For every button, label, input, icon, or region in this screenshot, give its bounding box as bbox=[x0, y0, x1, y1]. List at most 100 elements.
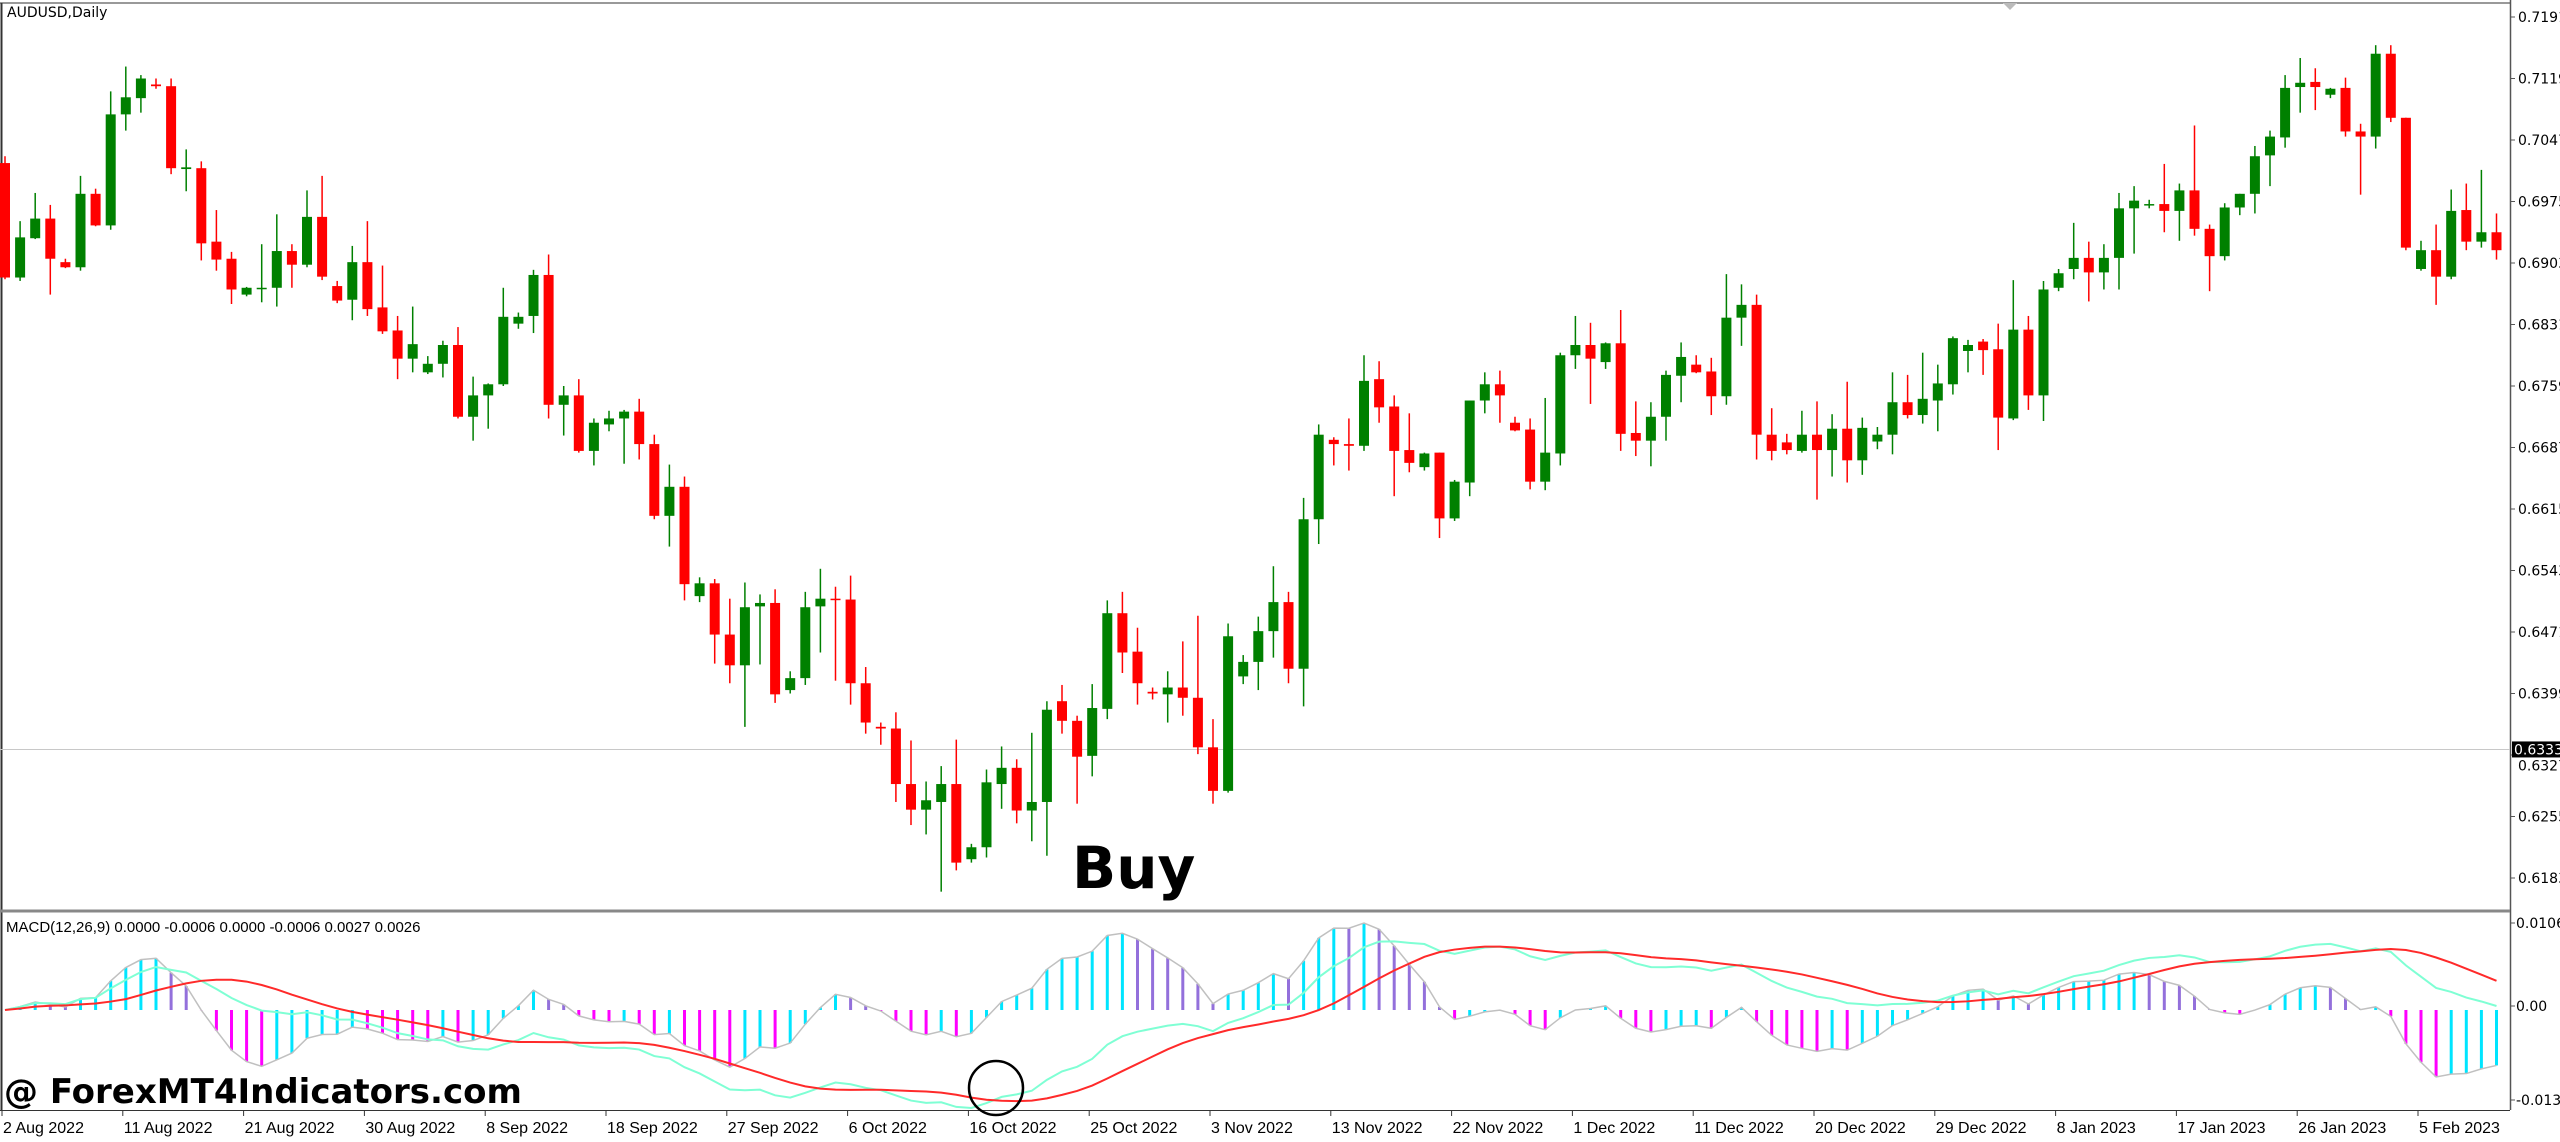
candle-body bbox=[679, 486, 690, 585]
candle bbox=[588, 418, 599, 466]
candle-body bbox=[1419, 453, 1430, 468]
candle bbox=[468, 376, 479, 441]
candle bbox=[2114, 192, 2124, 290]
candle-body bbox=[1917, 398, 1928, 416]
candle-body bbox=[2098, 257, 2109, 273]
candle-body bbox=[1404, 450, 1415, 463]
candle bbox=[664, 464, 675, 547]
date-tick-label: 6 Oct 2022 bbox=[849, 1120, 927, 1137]
candle-body bbox=[1872, 434, 1883, 442]
candle bbox=[1555, 352, 1566, 466]
candle bbox=[483, 383, 494, 429]
candle bbox=[362, 221, 373, 316]
date-tick-label: 8 Jan 2023 bbox=[2057, 1120, 2136, 1137]
price-tick-label: 0.63270 bbox=[2518, 758, 2560, 774]
candle-body bbox=[1751, 304, 1762, 435]
candle-body bbox=[800, 607, 811, 679]
candle-body bbox=[2129, 200, 2140, 209]
candle-body bbox=[1464, 400, 1475, 483]
candle-body bbox=[936, 784, 947, 802]
candle-body bbox=[2446, 210, 2457, 277]
candle-body bbox=[2265, 136, 2275, 156]
candle bbox=[1343, 418, 1354, 471]
candle bbox=[2476, 169, 2487, 248]
candle bbox=[2129, 186, 2140, 254]
date-tick-label: 20 Dec 2022 bbox=[1815, 1120, 1906, 1137]
candle-body bbox=[2295, 82, 2306, 88]
candle-body bbox=[377, 307, 388, 332]
candle bbox=[2400, 117, 2411, 251]
candle-body bbox=[1494, 384, 1505, 396]
candle-body bbox=[724, 634, 735, 666]
macd-tick-label: 0.00 bbox=[2516, 999, 2547, 1015]
candle bbox=[2038, 280, 2049, 422]
candle-body bbox=[2053, 273, 2064, 288]
candle bbox=[2295, 58, 2306, 113]
candle-body bbox=[166, 86, 177, 169]
candle-body bbox=[709, 583, 720, 635]
candle bbox=[1057, 684, 1067, 734]
candle-body bbox=[2461, 210, 2472, 242]
candle bbox=[2234, 193, 2245, 216]
date-tick-label: 27 Sep 2022 bbox=[728, 1120, 819, 1137]
candle-body bbox=[1102, 613, 1113, 709]
candle-body bbox=[2234, 193, 2245, 208]
candle bbox=[2053, 268, 2064, 292]
candle-body bbox=[2174, 190, 2185, 211]
candle bbox=[513, 312, 524, 329]
shift-marker-icon[interactable] bbox=[2003, 3, 2017, 10]
candle-body bbox=[1147, 691, 1158, 694]
candle-body bbox=[1268, 602, 1279, 632]
candle-body bbox=[513, 316, 524, 324]
price-tick-label: 0.63990 bbox=[2518, 687, 2560, 703]
date-tick-label: 8 Sep 2022 bbox=[486, 1120, 568, 1137]
candle bbox=[1570, 315, 1581, 369]
macd-histogram-outline bbox=[4, 922, 2497, 1078]
candle bbox=[0, 156, 10, 280]
price-tick-label: 0.71910 bbox=[2518, 10, 2560, 26]
candle bbox=[1796, 410, 1807, 453]
candle bbox=[1374, 361, 1385, 423]
candle-body bbox=[1087, 708, 1098, 756]
candle-body bbox=[2023, 329, 2034, 396]
candle-body bbox=[2310, 81, 2321, 88]
candle-body bbox=[966, 847, 977, 860]
candle-body bbox=[1661, 374, 1671, 417]
candle bbox=[437, 340, 448, 378]
candle bbox=[815, 568, 826, 653]
date-tick-label: 25 Oct 2022 bbox=[1090, 1120, 1177, 1137]
candle bbox=[2325, 87, 2336, 99]
candle bbox=[785, 671, 796, 694]
price-tick-label: 0.71190 bbox=[2518, 72, 2560, 88]
candle-body bbox=[1630, 432, 1641, 441]
candle-body bbox=[271, 251, 282, 288]
candle bbox=[830, 586, 841, 681]
candle bbox=[1585, 322, 1596, 404]
candle-body bbox=[0, 163, 10, 278]
candle-body bbox=[2325, 88, 2336, 95]
candle-body bbox=[135, 78, 146, 99]
candle bbox=[543, 254, 554, 419]
candle bbox=[1947, 336, 1958, 395]
candle-body bbox=[1615, 343, 1626, 434]
candle bbox=[347, 245, 358, 321]
candle bbox=[1464, 400, 1475, 497]
candle-body bbox=[45, 218, 56, 259]
candle-body bbox=[634, 411, 645, 445]
time-axis: 2 Aug 2022 11 Aug 2022 21 Aug 2022 30 Aug 2… bbox=[1, 1110, 2500, 1137]
price-tick-label: 0.69030 bbox=[2518, 256, 2560, 272]
candle bbox=[2416, 240, 2426, 271]
candle-body bbox=[483, 384, 494, 396]
candle bbox=[2446, 189, 2457, 280]
candle bbox=[2431, 224, 2442, 305]
date-tick-label: 17 Jan 2023 bbox=[2177, 1120, 2265, 1137]
candle-body bbox=[1011, 767, 1022, 811]
date-tick-label: 30 Aug 2022 bbox=[365, 1120, 455, 1137]
candle bbox=[196, 161, 207, 261]
candle bbox=[2068, 222, 2079, 280]
candle bbox=[241, 286, 252, 297]
candle bbox=[151, 78, 161, 89]
candle bbox=[1721, 274, 1732, 405]
candle-body bbox=[1449, 481, 1460, 519]
